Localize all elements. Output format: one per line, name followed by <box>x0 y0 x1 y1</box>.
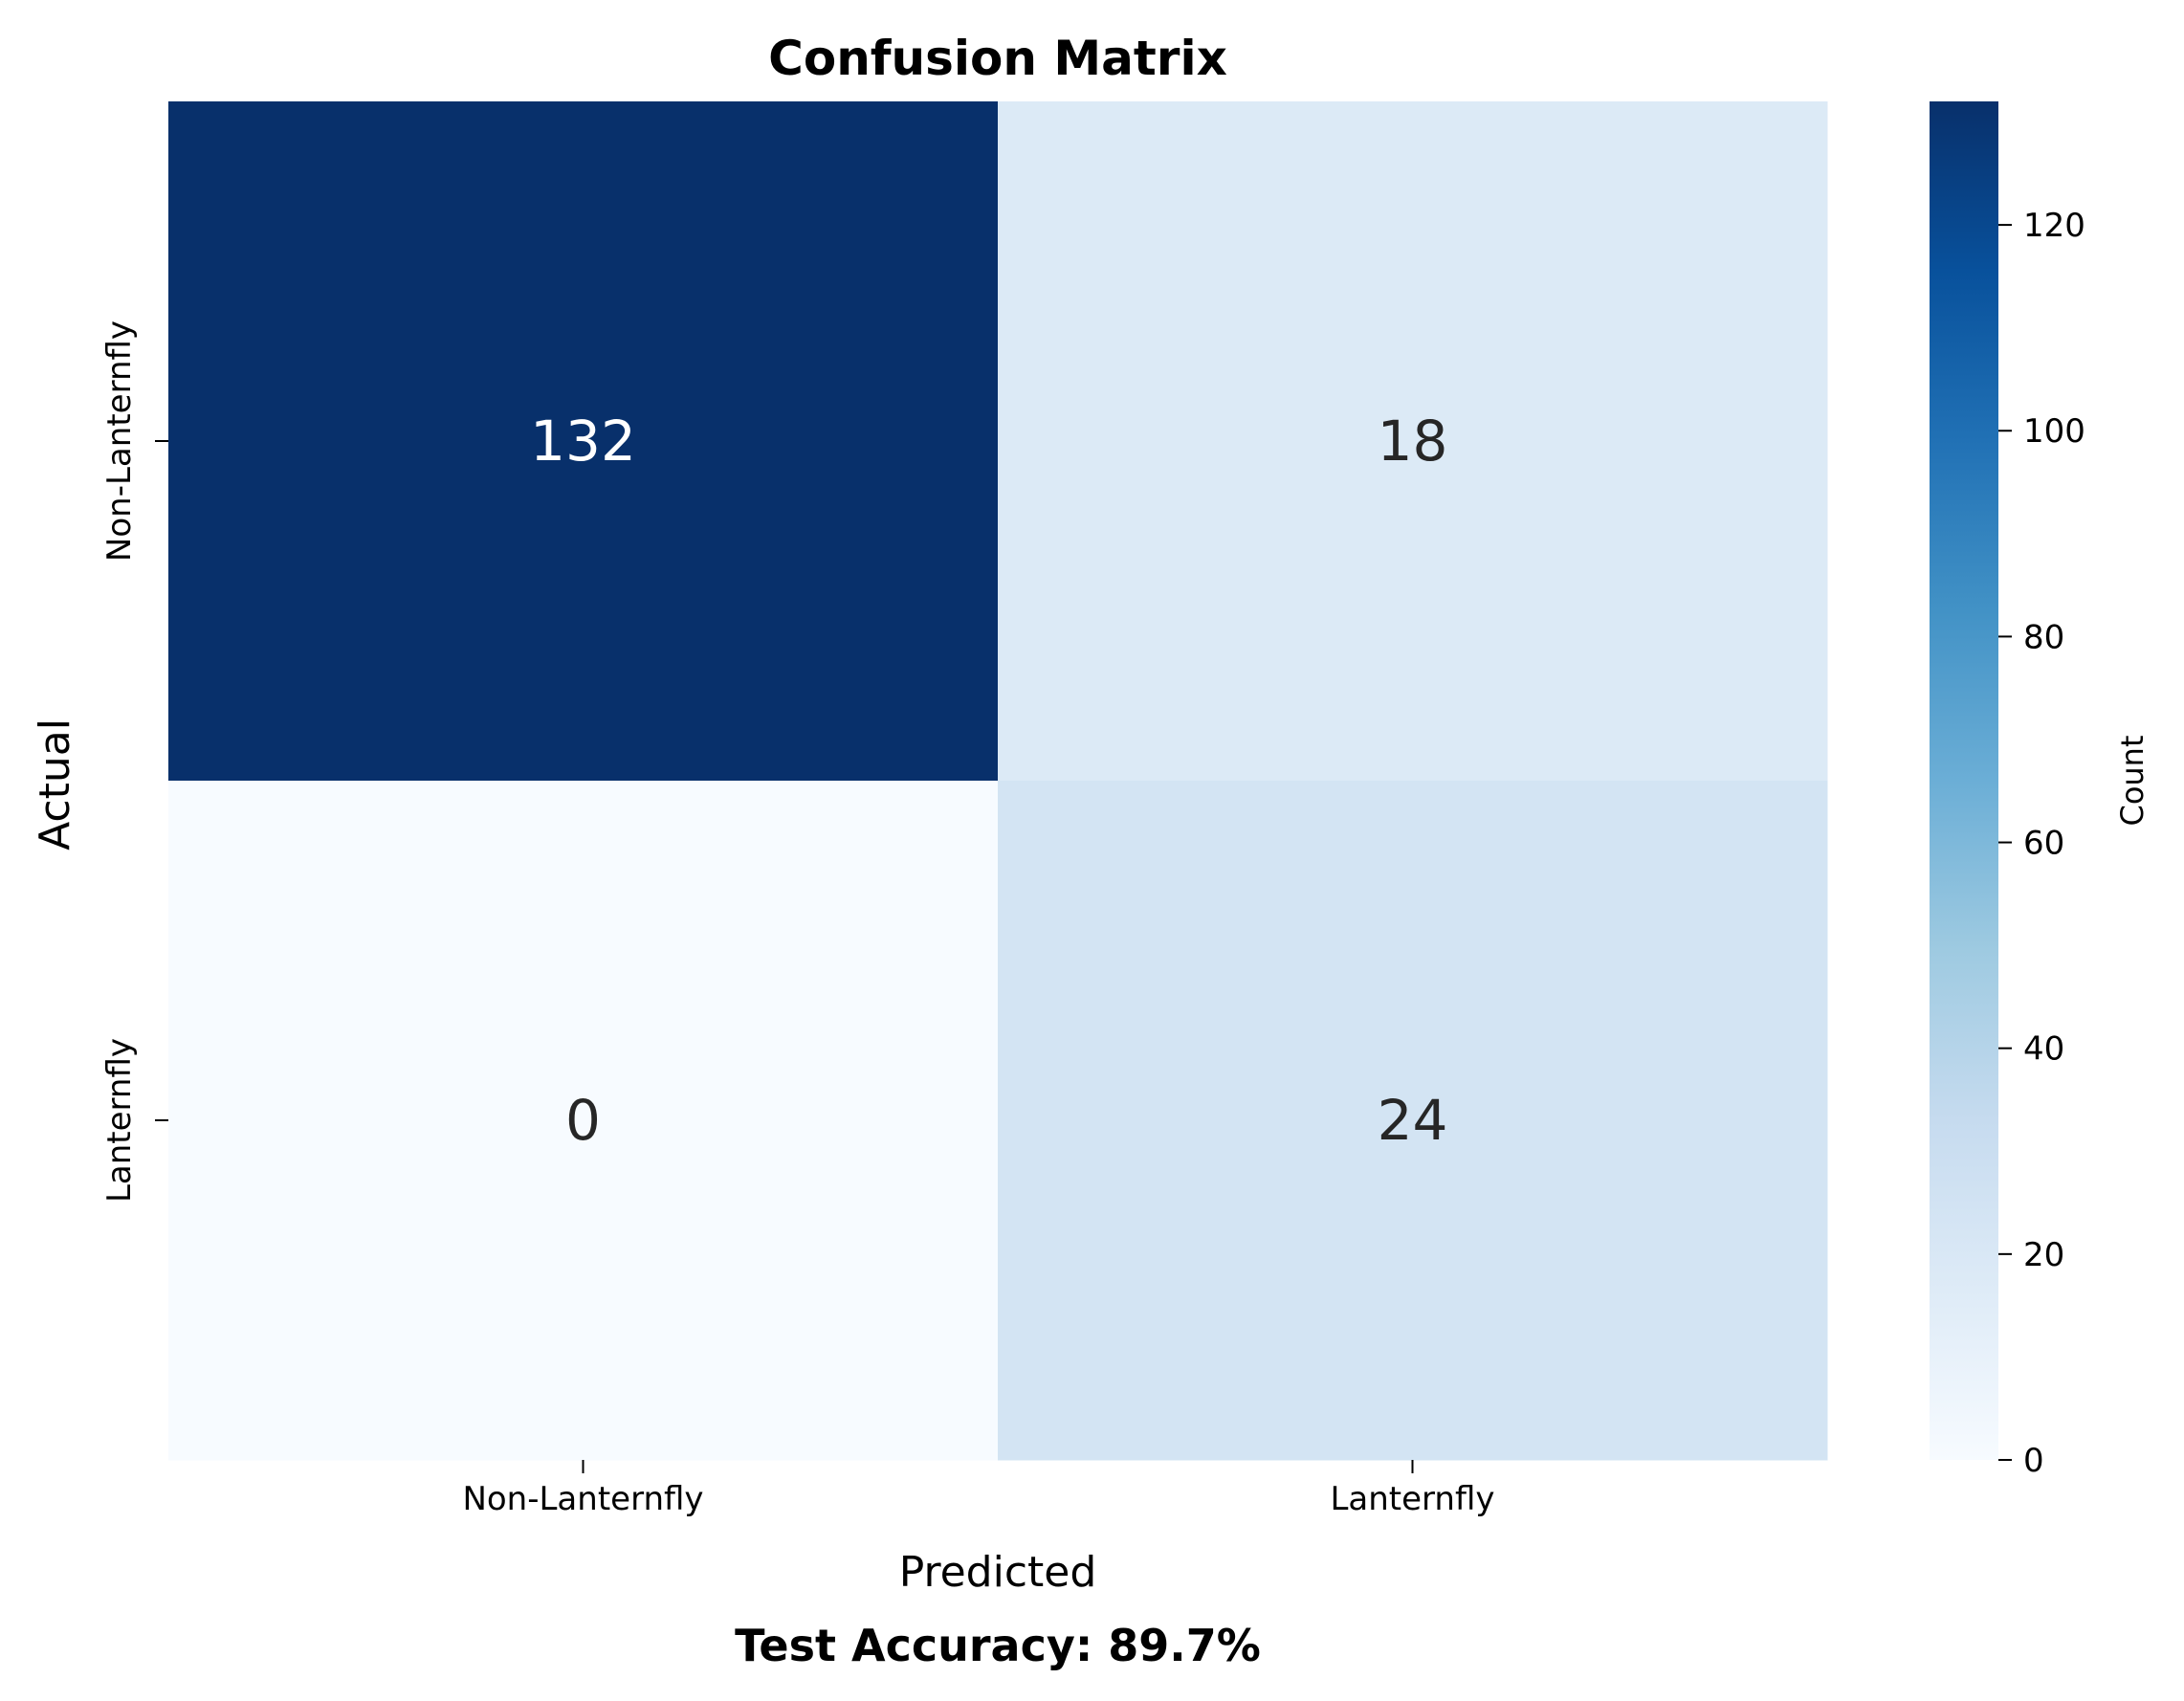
cell-annotations: 132 18 0 24 <box>530 409 1447 1153</box>
colorbar-tick-label: 100 <box>2023 412 2085 451</box>
colorbar-tick-label: 120 <box>2023 207 2085 245</box>
heatmap-cell <box>998 781 1828 1461</box>
colorbar-tick-label: 0 <box>2023 1442 2044 1480</box>
heatmap-cells <box>168 101 1828 1461</box>
test-accuracy-text: Test Accuracy: 89.7% <box>735 1620 1261 1671</box>
x-axis-ticks: Non-Lanternfly Lanternfly <box>462 1460 1495 1518</box>
cell-value: 24 <box>1378 1088 1448 1153</box>
colorbar-tick-label: 20 <box>2023 1236 2064 1274</box>
colorbar-tick-label: 60 <box>2023 825 2064 863</box>
colorbar-label: Count <box>2114 735 2151 826</box>
x-axis-label: Predicted <box>899 1548 1097 1597</box>
cell-value: 18 <box>1378 409 1448 474</box>
heatmap-cell <box>168 101 999 782</box>
colorbar-tick-label: 80 <box>2023 618 2064 656</box>
chart-title: Confusion Matrix <box>768 31 1227 86</box>
cell-value: 0 <box>565 1088 601 1153</box>
y-axis-ticks: Non-Lanternfly Lanternfly <box>100 320 168 1203</box>
y-tick-label: Lanternfly <box>100 1038 139 1203</box>
cell-value: 132 <box>530 409 636 474</box>
heatmap-cell <box>168 781 999 1461</box>
y-tick-label: Non-Lanternfly <box>100 320 139 562</box>
colorbar-ticks: 0 20 40 60 80 100 120 <box>1998 207 2085 1480</box>
y-axis-label: Actual <box>31 718 79 850</box>
heatmap-cell <box>998 101 1828 782</box>
x-tick-label: Non-Lanternfly <box>462 1480 703 1518</box>
x-tick-label: Lanternfly <box>1330 1480 1494 1518</box>
colorbar <box>1930 101 1998 1460</box>
colorbar-tick-label: 40 <box>2023 1030 2064 1069</box>
